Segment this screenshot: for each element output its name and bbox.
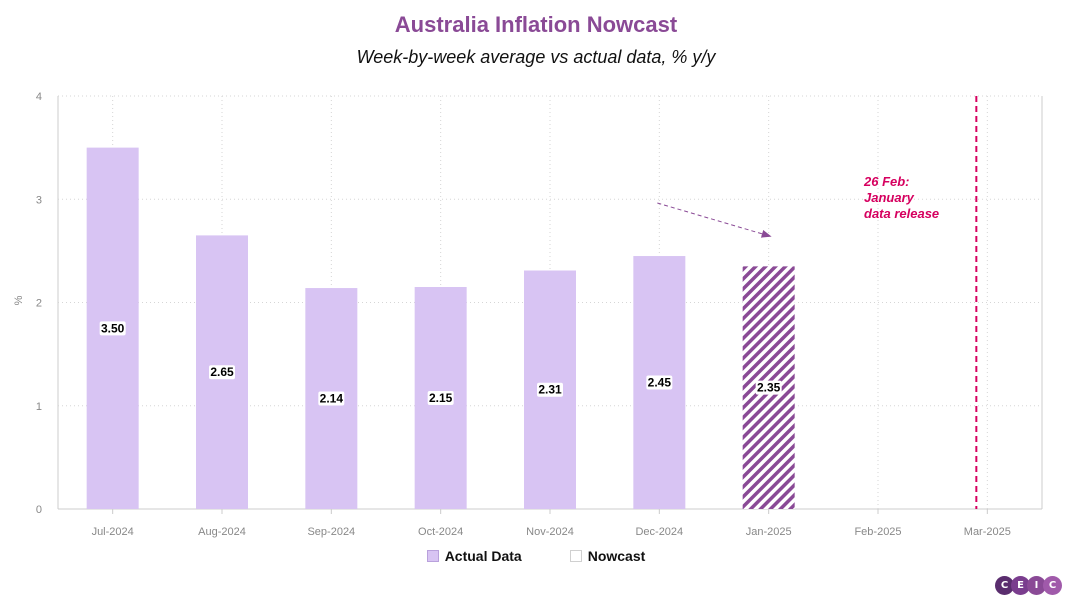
data-label: 2.31 xyxy=(538,383,562,397)
x-tick-label: Nov-2024 xyxy=(526,526,574,538)
logo-letter: E xyxy=(1011,576,1030,595)
legend-swatch-nowcast xyxy=(569,550,582,562)
y-tick-label: 3 xyxy=(36,194,42,206)
chart-subtitle: Week-by-week average vs actual data, % y… xyxy=(356,47,716,67)
data-label: 2.14 xyxy=(320,392,344,406)
data-label-bg xyxy=(209,365,235,380)
legend-swatch-actual xyxy=(426,550,439,562)
logo-letter: I xyxy=(1027,576,1046,595)
x-tick-label: Feb-2025 xyxy=(854,526,901,538)
annotation-text: data release xyxy=(864,206,939,221)
y-tick-label: 2 xyxy=(36,298,42,310)
chart-title: Australia Inflation Nowcast xyxy=(394,12,678,37)
x-tick-label: Jul-2024 xyxy=(92,526,134,538)
data-label-bg xyxy=(427,391,454,406)
y-tick-label: 4 xyxy=(36,91,42,103)
legend-label-actual: Actual Data xyxy=(444,548,522,564)
logo-letter: C xyxy=(995,576,1014,595)
x-tick-label: Dec-2024 xyxy=(635,526,683,538)
y-axis-label: % xyxy=(13,295,25,305)
x-tick-label: Oct-2024 xyxy=(418,526,463,538)
x-tick-label: Sep-2024 xyxy=(307,526,355,538)
data-label: 2.15 xyxy=(429,391,453,405)
annotation-text: 26 Feb: xyxy=(863,174,910,189)
annotation-text: January xyxy=(864,190,915,205)
legend-item-actual[interactable]: Actual Data xyxy=(426,548,522,564)
data-label: 2.65 xyxy=(210,365,234,379)
y-tick-label: 0 xyxy=(36,504,42,516)
data-label-bg xyxy=(537,382,563,397)
annotation-arrow xyxy=(657,202,772,238)
x-tick-label: Mar-2025 xyxy=(964,526,1011,538)
data-label: 2.45 xyxy=(648,376,672,390)
data-label-bg xyxy=(755,380,782,395)
legend-item-nowcast[interactable]: Nowcast xyxy=(569,548,646,564)
ceic-logo: C E I C xyxy=(995,576,1062,595)
y-tick-label: 1 xyxy=(36,401,42,413)
x-tick-label: Jan-2025 xyxy=(746,526,792,538)
data-label-bg xyxy=(99,321,126,336)
logo-letter: C xyxy=(1043,576,1062,595)
data-label-bg xyxy=(646,375,673,390)
data-label: 3.50 xyxy=(101,321,125,335)
x-tick-label: Aug-2024 xyxy=(198,526,246,538)
legend: Actual Data Nowcast xyxy=(0,548,1072,564)
data-label: 2.35 xyxy=(757,381,781,395)
legend-label-nowcast: Nowcast xyxy=(587,548,646,564)
data-label-bg xyxy=(318,391,345,406)
